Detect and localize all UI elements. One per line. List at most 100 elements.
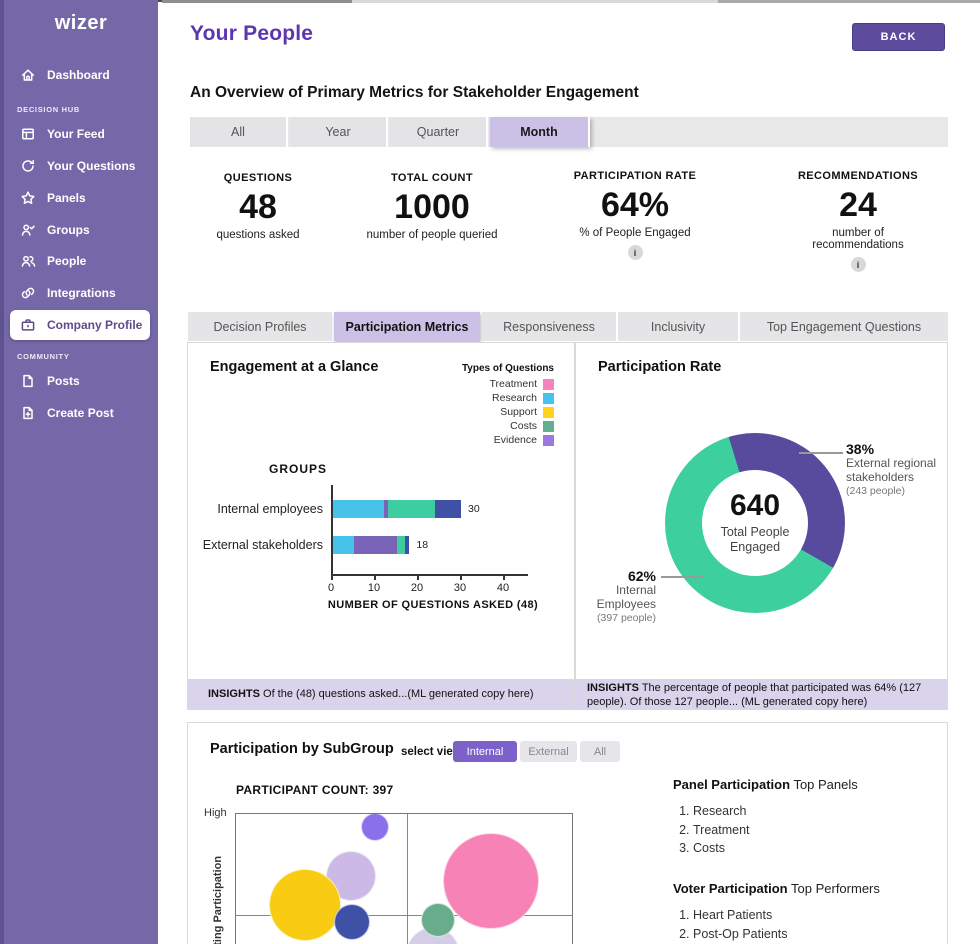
sidebar-item-dashboard[interactable]: Dashboard bbox=[4, 60, 158, 90]
info-icon[interactable]: i bbox=[627, 245, 643, 260]
callout-line bbox=[661, 576, 703, 578]
metric-value: 48 bbox=[239, 188, 277, 226]
legend-item: Evidence bbox=[462, 433, 554, 447]
callout-text: Internal bbox=[615, 583, 656, 597]
subgroup-card-title: Participation by SubGroup bbox=[210, 741, 394, 757]
legend-label: Support bbox=[500, 406, 537, 418]
tick-label: 10 bbox=[367, 582, 381, 594]
bar-segment bbox=[435, 500, 461, 518]
x-axis-line bbox=[331, 574, 528, 576]
tab-participation-metrics[interactable]: Participation Metrics bbox=[334, 312, 480, 341]
sidebar-item-your-questions[interactable]: Your Questions bbox=[4, 151, 158, 181]
time-tab-month[interactable]: Month bbox=[490, 117, 590, 147]
time-tab-quarter[interactable]: Quarter bbox=[390, 117, 488, 147]
y-axis-label: Voting Participation bbox=[212, 855, 224, 944]
sidebar-item-your-feed[interactable]: Your Feed bbox=[4, 119, 158, 149]
view-button-internal[interactable]: Internal bbox=[453, 741, 517, 762]
metric-recommendations: RECOMMENDATIONS 24 number of recommendat… bbox=[768, 170, 948, 273]
callout-internal: 62% Internal Employees (397 people) bbox=[576, 569, 656, 625]
sidebar-item-label: Integrations bbox=[47, 286, 116, 300]
sidebar-item-company-profile[interactable]: Company Profile bbox=[10, 310, 150, 340]
participant-count: PARTICIPANT COUNT: 397 bbox=[236, 783, 394, 797]
legend-item: Research bbox=[462, 391, 554, 405]
document-icon bbox=[23, 374, 33, 388]
quadrant-line-vertical bbox=[407, 814, 408, 944]
legend-title: Types of Questions bbox=[461, 363, 554, 374]
window-edge bbox=[352, 0, 718, 3]
legend-item: Treatment bbox=[462, 377, 554, 391]
sidebar-section-community: COMMUNITY bbox=[17, 352, 70, 361]
view-button-external[interactable]: External bbox=[520, 741, 577, 762]
view-button-all[interactable]: All bbox=[580, 741, 620, 762]
tab-responsiveness[interactable]: Responsiveness bbox=[482, 312, 616, 341]
sidebar-item-label: Your Feed bbox=[47, 127, 105, 141]
select-view-label: select view bbox=[401, 746, 462, 758]
info-icon[interactable]: i bbox=[850, 257, 866, 272]
sidebar-item-people[interactable]: People bbox=[4, 246, 158, 276]
time-tab-year[interactable]: Year bbox=[290, 117, 388, 147]
metric-value: 1000 bbox=[394, 188, 470, 226]
metric-sublabel: % of People Engaged bbox=[579, 227, 691, 239]
donut-center-value: 640 bbox=[729, 489, 781, 522]
sidebar-item-label: Groups bbox=[47, 223, 90, 237]
bubble bbox=[361, 814, 389, 841]
tick-label: 40 bbox=[496, 582, 510, 594]
bar-segment bbox=[396, 536, 406, 554]
people-icon bbox=[21, 255, 36, 267]
sidebar-item-groups[interactable]: Groups bbox=[4, 215, 158, 245]
list-item: Research bbox=[693, 802, 858, 821]
bubble bbox=[443, 833, 539, 929]
sidebar-item-create-post[interactable]: Create Post bbox=[4, 398, 158, 428]
callout-text: stakeholders bbox=[846, 470, 915, 484]
briefcase-icon bbox=[21, 319, 35, 331]
window-edge bbox=[162, 0, 352, 3]
sidebar-item-label: Create Post bbox=[47, 406, 114, 420]
time-tab-all[interactable]: All bbox=[190, 117, 288, 147]
metric-value: 64% bbox=[600, 186, 670, 224]
bar-total-label: 18 bbox=[416, 539, 429, 551]
tab-top-engagement-questions[interactable]: Top Engagement Questions bbox=[740, 312, 948, 341]
top-panels-list: Research Treatment Costs bbox=[693, 802, 858, 858]
metric-tab-bar: Decision Profiles Participation Metrics … bbox=[188, 312, 948, 341]
page-title: Your People bbox=[190, 22, 314, 45]
tab-inclusivity[interactable]: Inclusivity bbox=[618, 312, 738, 341]
app-logo: wizer bbox=[54, 12, 108, 34]
bubble bbox=[334, 904, 370, 940]
back-button[interactable]: BACK bbox=[852, 23, 945, 51]
tab-decision-profiles[interactable]: Decision Profiles bbox=[188, 312, 332, 341]
insights-label: INSIGHTS bbox=[587, 682, 639, 694]
sidebar-item-integrations[interactable]: Integrations bbox=[4, 278, 158, 308]
sidebar-item-posts[interactable]: Posts bbox=[4, 366, 158, 396]
donut-center: 640 Total People Engaged bbox=[665, 433, 845, 613]
bar-category-label: External stakeholders bbox=[202, 538, 323, 552]
legend-label: Costs bbox=[510, 420, 537, 432]
legend-label: Treatment bbox=[489, 378, 537, 390]
bubble bbox=[421, 903, 455, 937]
tick-label: 30 bbox=[453, 582, 467, 594]
legend-swatch bbox=[543, 406, 554, 418]
list-item: Costs bbox=[693, 839, 858, 858]
callout-pct: 38% bbox=[846, 441, 875, 457]
bar-segment bbox=[353, 536, 397, 554]
sidebar-item-panels[interactable]: Panels bbox=[4, 183, 158, 213]
overview-heading: An Overview of Primary Metrics for Stake… bbox=[190, 84, 639, 101]
bar-segment bbox=[387, 500, 436, 518]
tick-mark bbox=[374, 575, 376, 580]
insights-text: Of the (48) questions asked...(ML genera… bbox=[263, 688, 534, 700]
legend-swatch bbox=[543, 420, 554, 432]
callout-people: (243 people) bbox=[846, 485, 905, 497]
donut-chart bbox=[665, 433, 845, 613]
bar-segment bbox=[332, 500, 384, 518]
sidebar-item-label: Posts bbox=[47, 374, 80, 388]
callout-line bbox=[799, 452, 843, 454]
callout-external: 38% External regional stakeholders (243 … bbox=[846, 442, 936, 498]
callout-pct: 62% bbox=[627, 568, 656, 584]
metric-total-count: TOTAL COUNT 1000 number of people querie… bbox=[342, 172, 522, 241]
groups-axis-label: GROUPS bbox=[269, 462, 328, 476]
legend-label: Evidence bbox=[493, 434, 537, 446]
metric-sublabel: number of people queried bbox=[366, 229, 498, 241]
callout-people: (397 people) bbox=[597, 612, 656, 624]
sidebar-item-label: Company Profile bbox=[47, 318, 143, 332]
participation-rate-card: Participation Rate 640 Total People Enga… bbox=[575, 342, 948, 710]
callout-text: External regional bbox=[846, 456, 937, 470]
